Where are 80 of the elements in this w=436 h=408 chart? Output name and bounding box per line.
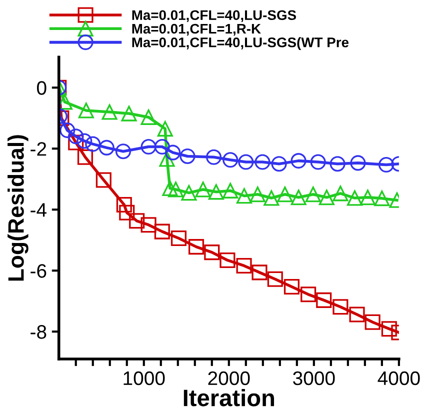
- point: [381, 321, 397, 337]
- point: [300, 286, 316, 302]
- point: [238, 154, 254, 170]
- point: [98, 140, 114, 156]
- point: [188, 239, 204, 255]
- point: [68, 128, 84, 144]
- point: [254, 154, 270, 170]
- y-tick-label: -6: [30, 264, 46, 278]
- point: [77, 149, 93, 165]
- point: [267, 271, 283, 287]
- point: [140, 217, 156, 233]
- point: [350, 155, 366, 171]
- y-tick-label: -4: [30, 203, 46, 217]
- point: [332, 186, 348, 202]
- point: [96, 172, 112, 188]
- y-tick-label: -8: [30, 325, 46, 339]
- point: [222, 152, 238, 168]
- point: [252, 264, 268, 280]
- point: [222, 182, 238, 198]
- point: [236, 188, 252, 204]
- point: [162, 180, 178, 196]
- point: [195, 182, 211, 198]
- point: [181, 185, 197, 201]
- point: [271, 156, 287, 172]
- point: [204, 244, 220, 260]
- point: [85, 136, 101, 152]
- point: [78, 102, 94, 118]
- point: [290, 190, 306, 206]
- legend-label: Ma=0.01,CFL=1,R-K: [132, 24, 261, 36]
- point: [364, 314, 380, 330]
- x-tick-label: 2000: [208, 371, 250, 386]
- point: [264, 190, 280, 206]
- point: [277, 186, 293, 202]
- point: [154, 224, 170, 240]
- point: [140, 139, 156, 155]
- point: [330, 156, 346, 172]
- point: [129, 213, 145, 229]
- point: [305, 186, 321, 202]
- legend-label: Ma=0.01,CFL=40,LU-SGS: [132, 10, 296, 22]
- point: [206, 149, 222, 165]
- x-axis-title: Iteration: [184, 388, 274, 406]
- point: [180, 148, 196, 164]
- y-axis-title: Log(Residual): [8, 135, 28, 281]
- point: [236, 258, 252, 274]
- point: [119, 204, 135, 220]
- point: [159, 151, 175, 167]
- point: [115, 144, 131, 160]
- point: [154, 139, 170, 155]
- point: [121, 106, 137, 122]
- legend-label: Ma=0.01,CFL=40,LU-SGS(WT Pre: [132, 37, 349, 50]
- point: [68, 134, 84, 150]
- y-tick-label: -2: [30, 142, 46, 156]
- x-tick-label: 4000: [378, 371, 420, 386]
- point: [374, 190, 390, 206]
- point: [157, 121, 173, 137]
- point: [165, 144, 181, 160]
- point: [168, 182, 184, 198]
- point: [290, 153, 306, 169]
- point: [140, 109, 156, 125]
- point: [220, 252, 236, 268]
- point: [360, 190, 376, 206]
- y-tick-label: 0: [37, 81, 46, 95]
- point: [60, 122, 76, 138]
- point: [349, 306, 365, 322]
- x-tick-label: 3000: [293, 371, 335, 386]
- point: [250, 186, 266, 202]
- point: [318, 190, 334, 206]
- point: [284, 278, 300, 295]
- point: [378, 156, 394, 173]
- x-tick-label: 1000: [124, 371, 165, 386]
- point: [102, 104, 118, 120]
- point: [208, 184, 224, 200]
- point: [76, 133, 92, 149]
- point: [310, 154, 326, 170]
- point: [316, 292, 332, 308]
- point: [116, 196, 132, 213]
- point: [170, 230, 187, 246]
- point: [58, 94, 73, 110]
- point: [332, 299, 348, 315]
- point: [346, 190, 363, 206]
